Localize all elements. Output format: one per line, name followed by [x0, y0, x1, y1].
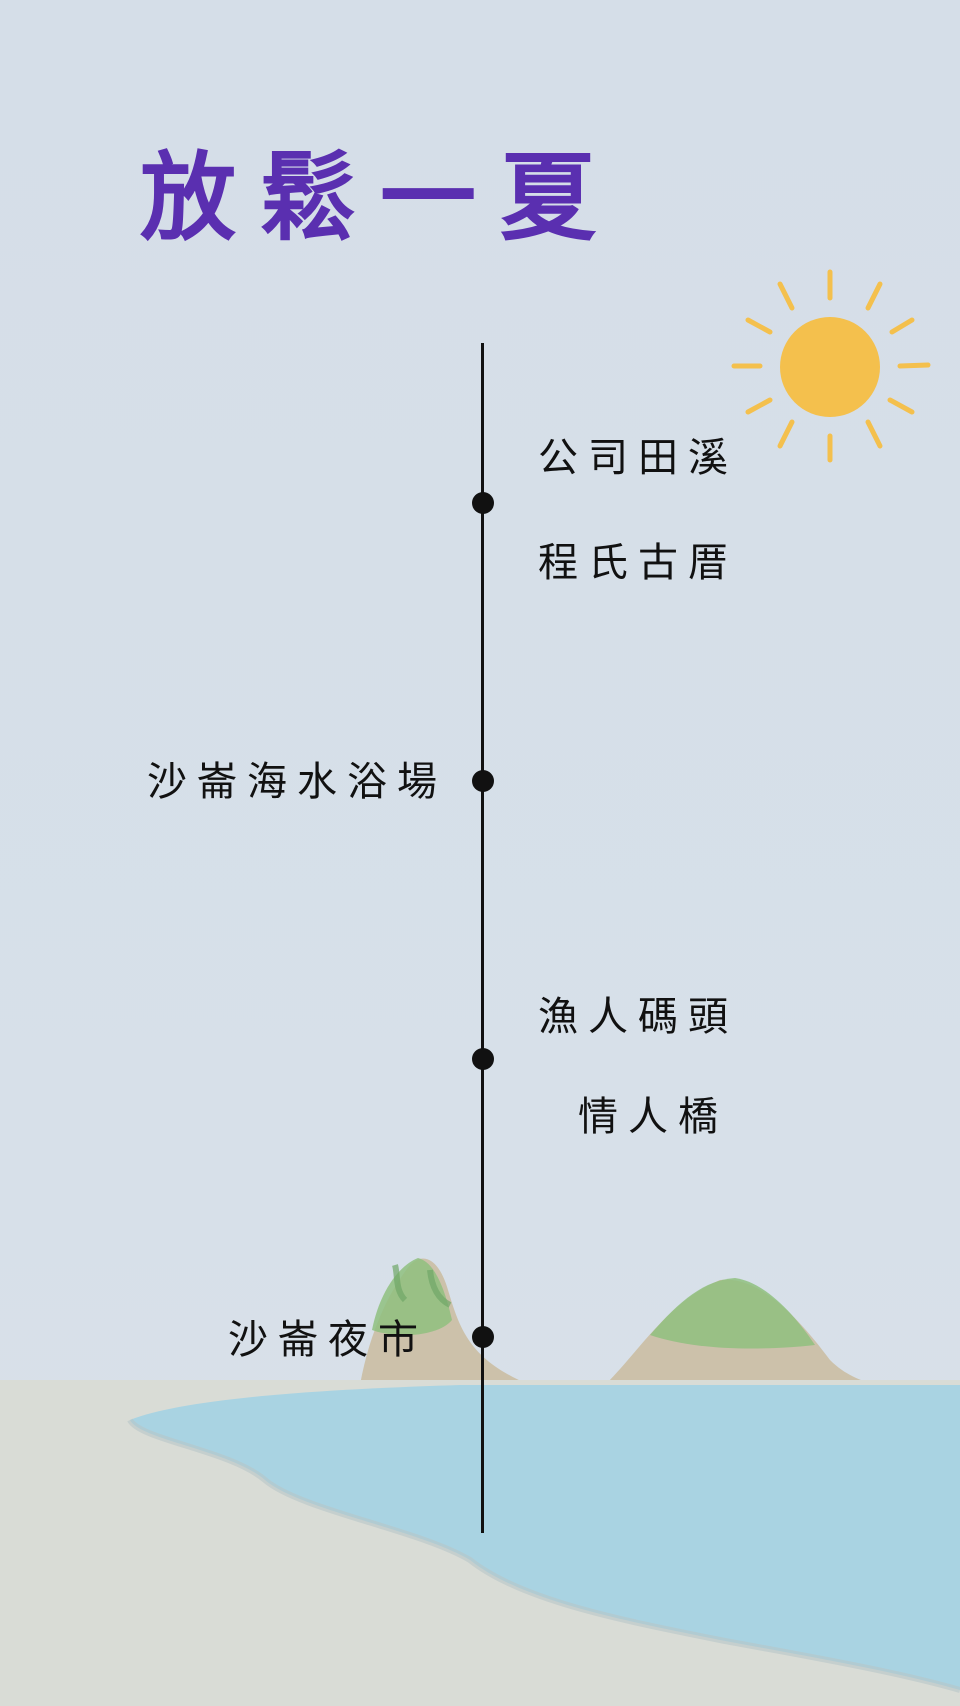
page-title: 放鬆一夏: [140, 142, 620, 254]
stop-3-line-1: 漁人碼頭: [538, 994, 738, 1040]
stop-1-line-1: 公司田溪: [538, 435, 738, 481]
timeline-dot: [472, 492, 494, 514]
stop-4-line-1: 沙崙夜市: [228, 1317, 428, 1363]
left-island: [360, 1258, 530, 1385]
timeline-dot: [472, 1048, 494, 1070]
timeline-dot: [472, 770, 494, 792]
stop-3-line-2: 情人橋: [578, 1094, 728, 1140]
sun-icon: [731, 269, 931, 463]
stop-2-line-1: 沙崙海水浴場: [147, 759, 447, 805]
timeline-dot: [472, 1326, 494, 1348]
right-island: [605, 1278, 875, 1385]
stop-1-line-2: 程氏古厝: [538, 540, 738, 586]
sea: [130, 1385, 960, 1690]
timeline-line: [481, 343, 484, 1533]
